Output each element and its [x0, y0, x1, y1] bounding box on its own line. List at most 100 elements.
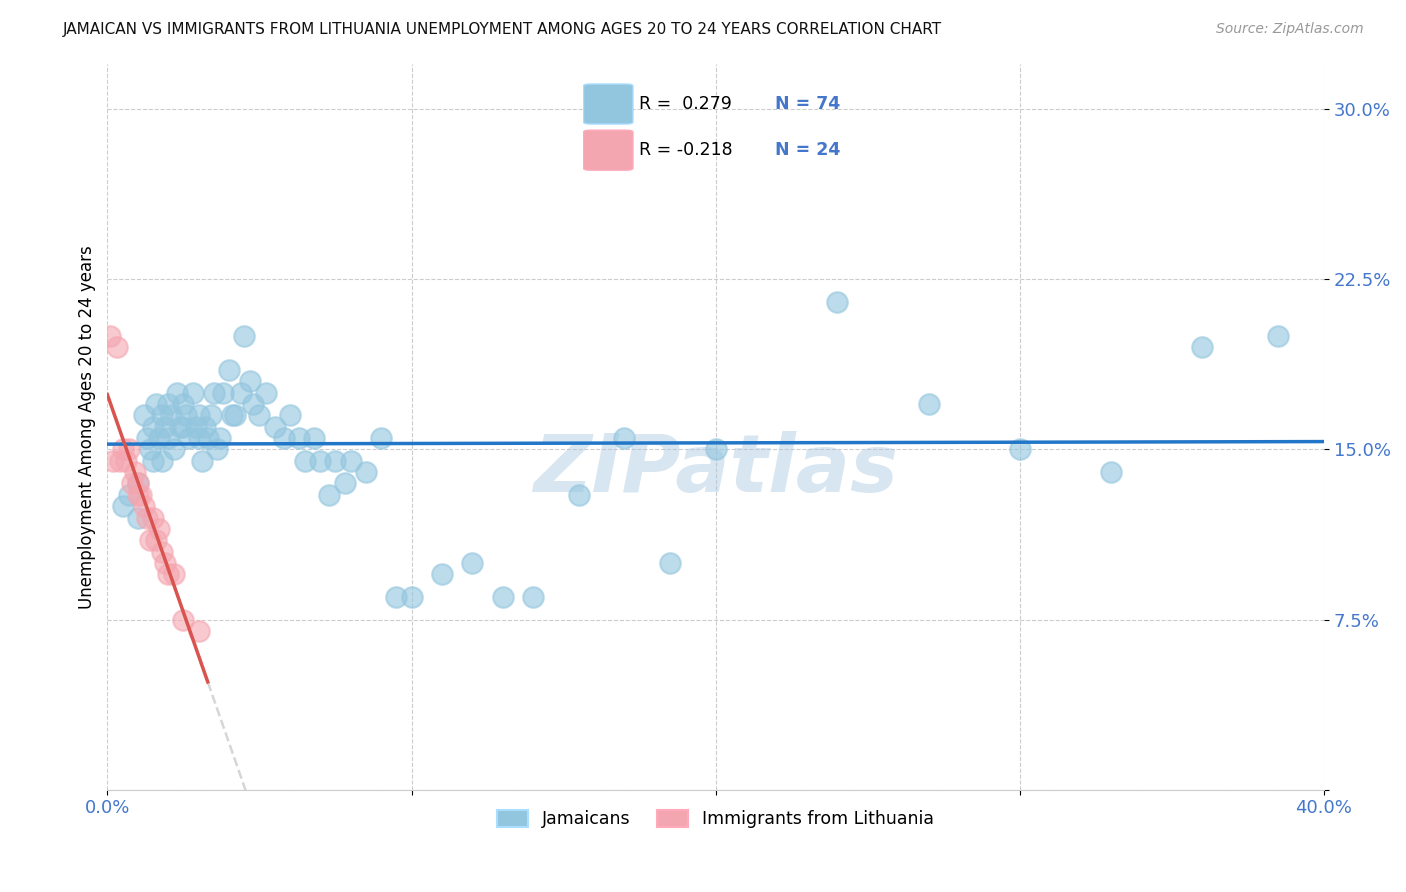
Point — [659, 556, 682, 570]
Point — [1267, 329, 1289, 343]
Point — [202, 385, 225, 400]
Point — [208, 431, 231, 445]
Point — [153, 419, 176, 434]
Point — [354, 465, 377, 479]
Point — [111, 442, 134, 457]
Point — [121, 476, 143, 491]
Point — [339, 454, 361, 468]
Text: N = 74: N = 74 — [775, 95, 841, 112]
Point — [218, 363, 240, 377]
Point — [127, 476, 149, 491]
Point — [184, 419, 207, 434]
Text: R = -0.218: R = -0.218 — [640, 141, 733, 159]
Point — [309, 454, 332, 468]
FancyBboxPatch shape — [583, 130, 633, 170]
Point — [254, 385, 277, 400]
Point — [461, 556, 484, 570]
Point — [145, 533, 167, 548]
Point — [242, 397, 264, 411]
Point — [318, 488, 340, 502]
Text: JAMAICAN VS IMMIGRANTS FROM LITHUANIA UNEMPLOYMENT AMONG AGES 20 TO 24 YEARS COR: JAMAICAN VS IMMIGRANTS FROM LITHUANIA UN… — [63, 22, 942, 37]
Point — [492, 590, 515, 604]
Point — [160, 409, 183, 423]
Point — [150, 544, 173, 558]
Point — [224, 409, 246, 423]
Legend: Jamaicans, Immigrants from Lithuania: Jamaicans, Immigrants from Lithuania — [491, 803, 941, 835]
Point — [163, 567, 186, 582]
Point — [325, 454, 347, 468]
Point — [172, 613, 194, 627]
Point — [135, 510, 157, 524]
Point — [118, 488, 141, 502]
Point — [333, 476, 356, 491]
Point — [176, 409, 198, 423]
Point — [129, 488, 152, 502]
Point — [370, 431, 392, 445]
Text: N = 24: N = 24 — [775, 141, 841, 159]
Point — [153, 556, 176, 570]
Point — [278, 409, 301, 423]
Point — [157, 431, 180, 445]
Point — [150, 454, 173, 468]
Point — [249, 409, 271, 423]
Point — [194, 419, 217, 434]
Point — [172, 419, 194, 434]
Point — [114, 454, 136, 468]
Text: Source: ZipAtlas.com: Source: ZipAtlas.com — [1216, 22, 1364, 37]
Point — [127, 510, 149, 524]
Point — [132, 499, 155, 513]
Point — [172, 397, 194, 411]
Point — [103, 454, 125, 468]
Point — [263, 419, 285, 434]
Point — [187, 409, 209, 423]
Point — [221, 409, 243, 423]
Point — [169, 419, 191, 434]
Point — [100, 329, 122, 343]
Point — [118, 442, 141, 457]
Point — [613, 431, 636, 445]
Point — [231, 385, 253, 400]
Point — [139, 442, 162, 457]
Text: ZIPatlas: ZIPatlas — [533, 432, 898, 509]
Point — [187, 431, 209, 445]
Point — [166, 385, 188, 400]
Point — [200, 409, 222, 423]
Point — [704, 442, 727, 457]
Point — [273, 431, 295, 445]
Point — [163, 442, 186, 457]
Point — [105, 341, 128, 355]
Point — [127, 488, 149, 502]
Point — [205, 442, 228, 457]
Point — [179, 431, 201, 445]
Point — [385, 590, 408, 604]
Point — [1191, 341, 1213, 355]
Point — [233, 329, 256, 343]
Point — [190, 454, 212, 468]
Point — [139, 533, 162, 548]
Point — [294, 454, 316, 468]
Point — [127, 476, 149, 491]
Point — [124, 465, 146, 479]
Point — [150, 409, 173, 423]
Point — [187, 624, 209, 638]
Point — [522, 590, 544, 604]
Point — [108, 454, 131, 468]
Point — [142, 419, 165, 434]
Point — [145, 397, 167, 411]
Point — [142, 454, 165, 468]
Point — [157, 567, 180, 582]
Point — [111, 499, 134, 513]
Point — [142, 510, 165, 524]
Point — [401, 590, 423, 604]
FancyBboxPatch shape — [583, 84, 633, 124]
Point — [1099, 465, 1122, 479]
Point — [132, 409, 155, 423]
Point — [197, 431, 219, 445]
Text: R =  0.279: R = 0.279 — [640, 95, 733, 112]
Point — [157, 397, 180, 411]
Point — [1008, 442, 1031, 457]
Point — [568, 488, 591, 502]
Y-axis label: Unemployment Among Ages 20 to 24 years: Unemployment Among Ages 20 to 24 years — [79, 245, 96, 608]
Point — [430, 567, 453, 582]
Point — [827, 295, 849, 310]
